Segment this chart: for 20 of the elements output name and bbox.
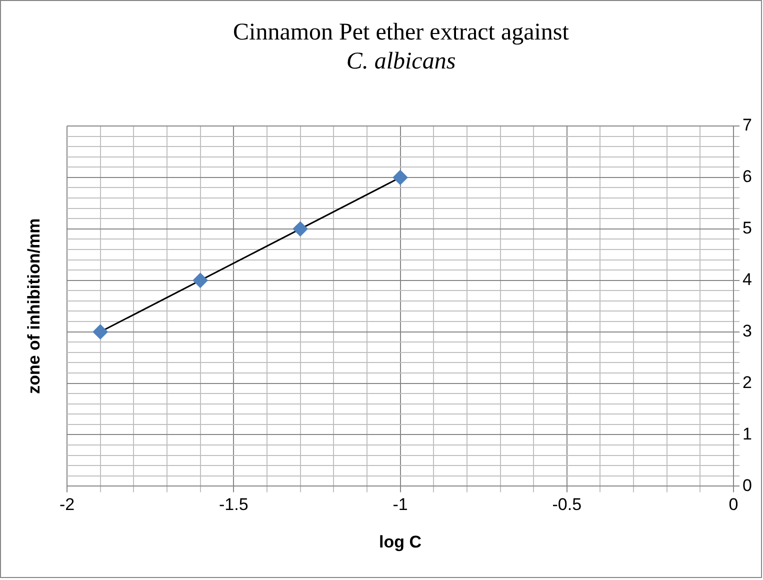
point (192, 272, 208, 288)
y-tick-label: 3 (742, 322, 752, 341)
x-tick-label: -1.5 (218, 495, 248, 514)
point (292, 221, 308, 236)
y-tick-label: 2 (742, 372, 752, 392)
y-tick-label: 4 (742, 270, 752, 290)
y-tick-label: 1 (742, 424, 752, 444)
x-axis-title: log C (379, 532, 422, 552)
x-tick-label: -0.5 (552, 495, 582, 514)
y-axis-title: zone of inhibition/mm (24, 218, 44, 394)
chart-title: Cinnamon Pet ether extract against C. albicans (233, 19, 570, 74)
y-tick-label: 6 (742, 167, 752, 186)
y-tick-label: 7 (742, 116, 752, 135)
x-tick-label: 0 (728, 495, 738, 514)
x-tick-label: -2 (59, 495, 75, 514)
y-tick-label: 5 (742, 218, 752, 238)
y-tick-label: 0 (742, 476, 752, 495)
x-tick-label: -1 (392, 495, 408, 514)
point (392, 170, 408, 185)
point (92, 324, 108, 340)
